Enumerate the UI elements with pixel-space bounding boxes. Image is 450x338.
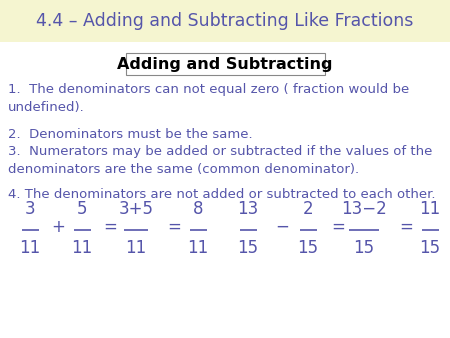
Text: 15: 15 — [419, 239, 441, 257]
Text: −: − — [275, 218, 289, 236]
Text: 15: 15 — [353, 239, 374, 257]
Text: 1.  The denominators can not equal zero ( fraction would be
undefined).: 1. The denominators can not equal zero (… — [8, 83, 409, 114]
Text: Adding and Subtracting: Adding and Subtracting — [117, 56, 333, 72]
FancyBboxPatch shape — [0, 0, 450, 42]
Text: 3.  Numerators may be added or subtracted if the values of the
denominators are : 3. Numerators may be added or subtracted… — [8, 145, 432, 176]
Text: 3: 3 — [25, 200, 35, 218]
Text: 11: 11 — [187, 239, 209, 257]
FancyBboxPatch shape — [126, 53, 324, 75]
Text: =: = — [167, 218, 181, 236]
Text: 11: 11 — [72, 239, 93, 257]
Text: 11: 11 — [19, 239, 40, 257]
Text: 15: 15 — [238, 239, 259, 257]
Text: 2.  Denominators must be the same.: 2. Denominators must be the same. — [8, 128, 252, 141]
Text: 3+5: 3+5 — [118, 200, 153, 218]
Text: 5: 5 — [77, 200, 87, 218]
Text: 15: 15 — [297, 239, 319, 257]
Text: 11: 11 — [126, 239, 147, 257]
Text: 4. The denominators are not added or subtracted to each other.: 4. The denominators are not added or sub… — [8, 188, 436, 201]
Text: 8: 8 — [193, 200, 203, 218]
Text: =: = — [103, 218, 117, 236]
Text: =: = — [399, 218, 413, 236]
Text: =: = — [331, 218, 345, 236]
Text: +: + — [51, 218, 65, 236]
Text: 4.4 – Adding and Subtracting Like Fractions: 4.4 – Adding and Subtracting Like Fracti… — [36, 12, 414, 30]
Text: 11: 11 — [419, 200, 441, 218]
Text: 2: 2 — [303, 200, 313, 218]
Text: 13−2: 13−2 — [341, 200, 387, 218]
Text: 13: 13 — [238, 200, 259, 218]
